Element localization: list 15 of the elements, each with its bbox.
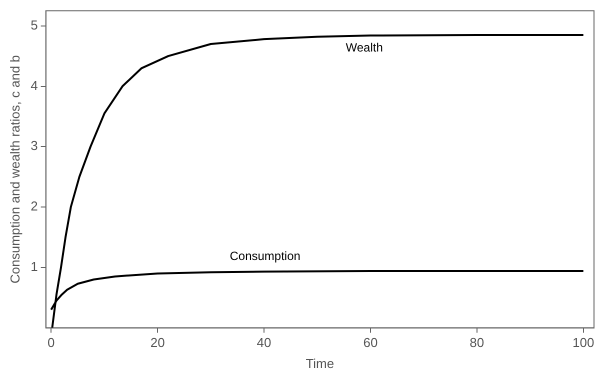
y-tick-label: 5 (30, 17, 38, 32)
x-tick-label: 60 (363, 335, 378, 350)
x-tick-label: 80 (470, 335, 484, 350)
x-tick-label: 40 (256, 335, 272, 350)
y-axis-title: Consumption and wealth ratios, c and b (7, 55, 22, 284)
y-tick-label: 3 (30, 138, 38, 154)
annotation: Consumption (230, 248, 300, 263)
x-tick-label: 0 (48, 335, 55, 350)
annotation: Wealth (346, 40, 383, 55)
y-tick-label: 4 (30, 78, 38, 93)
y-tick-label: 1 (30, 258, 38, 274)
x-tick-label: 20 (150, 335, 165, 350)
x-tick-label: 100 (572, 335, 594, 350)
x-axis-title: Time (306, 356, 334, 371)
y-tick-label: 2 (30, 198, 38, 214)
